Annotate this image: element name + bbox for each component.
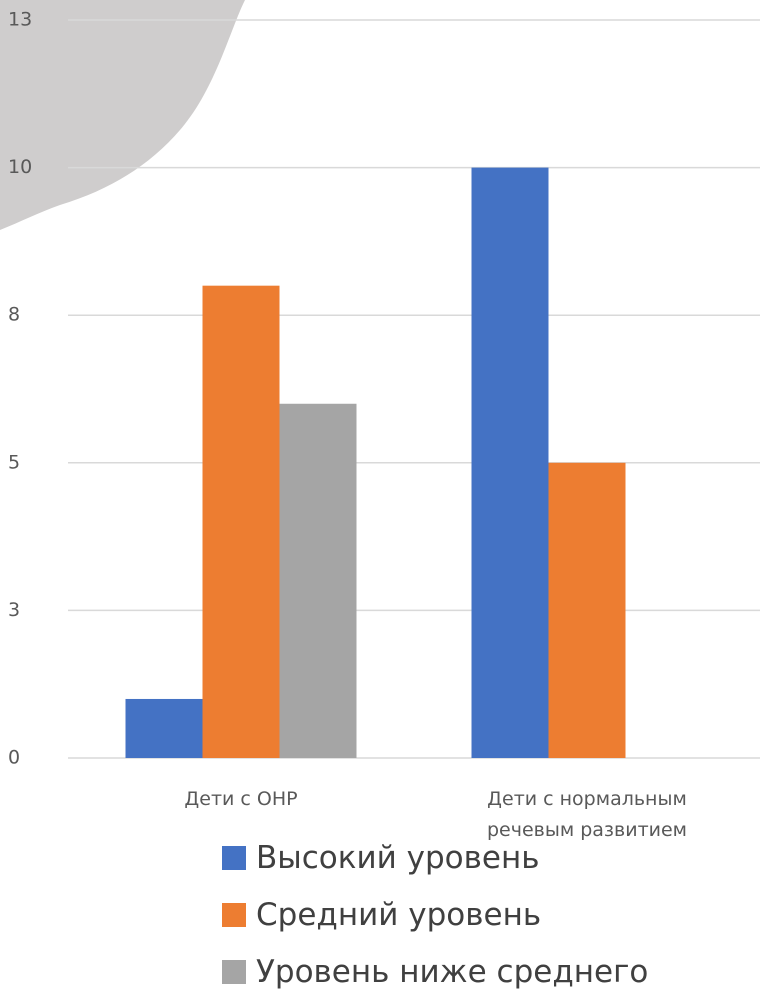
y-tick-label: 3 [8, 599, 20, 621]
y-tick-label: 13 [8, 9, 32, 31]
legend-swatch [222, 903, 246, 927]
legend-swatch [222, 960, 246, 984]
legend-item: Средний уровень [222, 897, 541, 933]
legend-label: Высокий уровень [256, 840, 540, 876]
bar [472, 168, 549, 758]
bar [549, 463, 626, 758]
y-tick-label: 5 [8, 451, 20, 473]
decoration [0, 0, 245, 230]
legend-item: Уровень ниже среднего [222, 954, 648, 990]
bar [126, 699, 203, 758]
bar [203, 286, 280, 758]
page: 0 3 5 8 10 13 Дети с ОНР Дети с нормальным реч… [0, 0, 760, 994]
y-tick-label: 8 [8, 304, 20, 326]
legend-swatch [222, 846, 246, 870]
legend-label: Уровень ниже среднего [256, 954, 648, 990]
bar [280, 404, 357, 758]
legend-label: Средний уровень [256, 897, 541, 933]
legend-item: Высокий уровень [222, 840, 540, 876]
y-tick-label: 10 [8, 156, 32, 178]
y-tick-label: 0 [8, 747, 20, 769]
x-tick-label: Дети с ОНР [111, 784, 371, 815]
x-tick-label: Дети с нормальным речевым развитием [457, 784, 717, 846]
